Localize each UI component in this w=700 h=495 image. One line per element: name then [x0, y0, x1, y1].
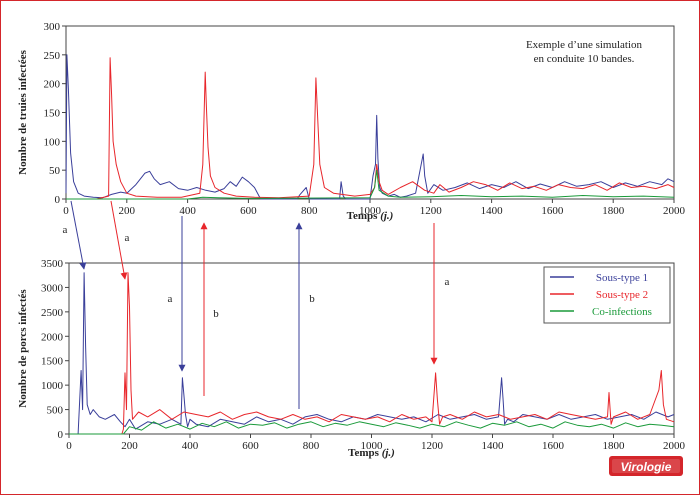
x-tick-label: 400 — [179, 205, 196, 217]
y-tick-label: 1000 — [41, 380, 64, 392]
link-arrow-label: b — [309, 293, 315, 305]
y-tick-label: 2500 — [41, 307, 64, 319]
link-arrow — [110, 200, 128, 280]
x-axis-label-main: Temps — [348, 447, 382, 459]
x-tick-label: 600 — [240, 205, 257, 217]
y-tick-label: 150 — [44, 108, 61, 120]
y-tick-label: 2000 — [41, 331, 64, 343]
link-arrow-label: a — [168, 293, 173, 305]
y-tick-label: 3500 — [41, 258, 64, 270]
x-tick-label: 0 — [63, 205, 69, 217]
x-axis-label-unit: (j.) — [382, 447, 395, 459]
y-axis-label: Nombre de truies infectées — [17, 49, 29, 174]
y-tick-label: 100 — [44, 136, 61, 148]
y-tick-label: 1500 — [41, 356, 64, 368]
x-tick-label: 1000 — [361, 440, 384, 452]
link-arrow-label: a — [445, 276, 450, 288]
series-line-series-3 — [66, 169, 675, 200]
x-tick-label: 1400 — [482, 440, 505, 452]
y-tick-label: 250 — [44, 50, 61, 62]
x-tick-label: 1200 — [421, 440, 444, 452]
link-arrow-label: a — [125, 232, 130, 244]
x-tick-label: 600 — [242, 440, 259, 452]
annotation-text: en conduite 10 bandes. — [534, 53, 635, 65]
series-line-sous-type-1 — [69, 272, 675, 435]
x-tick-label: 1600 — [542, 440, 565, 452]
y-tick-label: 500 — [47, 405, 64, 417]
x-tick-label: 1400 — [481, 205, 504, 217]
logo-text: Virologie — [621, 460, 672, 474]
x-tick-label: 800 — [301, 205, 318, 217]
y-axis-label: Nombre de porcs infectés — [17, 289, 29, 408]
x-tick-label: 200 — [119, 205, 136, 217]
y-tick-label: 300 — [44, 21, 61, 33]
x-tick-label: 400 — [182, 440, 199, 452]
x-tick-label: 800 — [303, 440, 320, 452]
y-tick-label: 0 — [55, 194, 61, 206]
legend-entry: Sous-type 2 — [596, 289, 648, 301]
link-arrow-label: a — [63, 224, 68, 236]
virologie-logo: Virologie — [609, 456, 683, 476]
y-tick-label: 0 — [58, 429, 64, 441]
x-axis-label: Temps (j.) — [347, 210, 394, 222]
x-tick-label: 1800 — [603, 440, 626, 452]
x-tick-label: 200 — [121, 440, 138, 452]
y-tick-label: 50 — [49, 165, 61, 177]
linking-arrows: a a a b b a — [63, 200, 450, 409]
series-line-series-2 — [66, 57, 675, 200]
x-axis-label-unit: (j.) — [380, 210, 393, 222]
legend-entry: Co-infections — [592, 306, 652, 318]
bottom-chart: 0 500 1000 1500 2000 2500 3000 3500 0 200 400 600 80… — [17, 258, 686, 459]
x-tick-label: 1200 — [420, 205, 443, 217]
link-arrow — [70, 200, 87, 270]
x-tick-label: 2000 — [663, 205, 686, 217]
link-arrow-label: b — [213, 308, 219, 320]
x-axis-label: Temps (j.) — [348, 447, 395, 459]
plot-area — [65, 25, 675, 200]
y-tick-label: 3000 — [41, 282, 64, 294]
x-tick-label: 1000 — [359, 205, 382, 217]
x-tick-label: 2000 — [663, 440, 686, 452]
x-axis-label-main: Temps — [347, 210, 381, 222]
x-tick-label: 1800 — [602, 205, 625, 217]
legend-entry: Sous-type 1 — [596, 272, 648, 284]
series-line-co-infections — [69, 421, 675, 435]
y-tick-label: 200 — [44, 79, 61, 91]
x-tick-label: 0 — [66, 440, 72, 452]
top-chart: 0 50 100 150 200 250 300 0 200 400 600 800 1000 1200 1… — [17, 21, 686, 222]
series-line-sous-type-2 — [69, 272, 675, 435]
annotation-text: Exemple d’une simulation — [526, 39, 643, 51]
x-tick-label: 1600 — [541, 205, 564, 217]
